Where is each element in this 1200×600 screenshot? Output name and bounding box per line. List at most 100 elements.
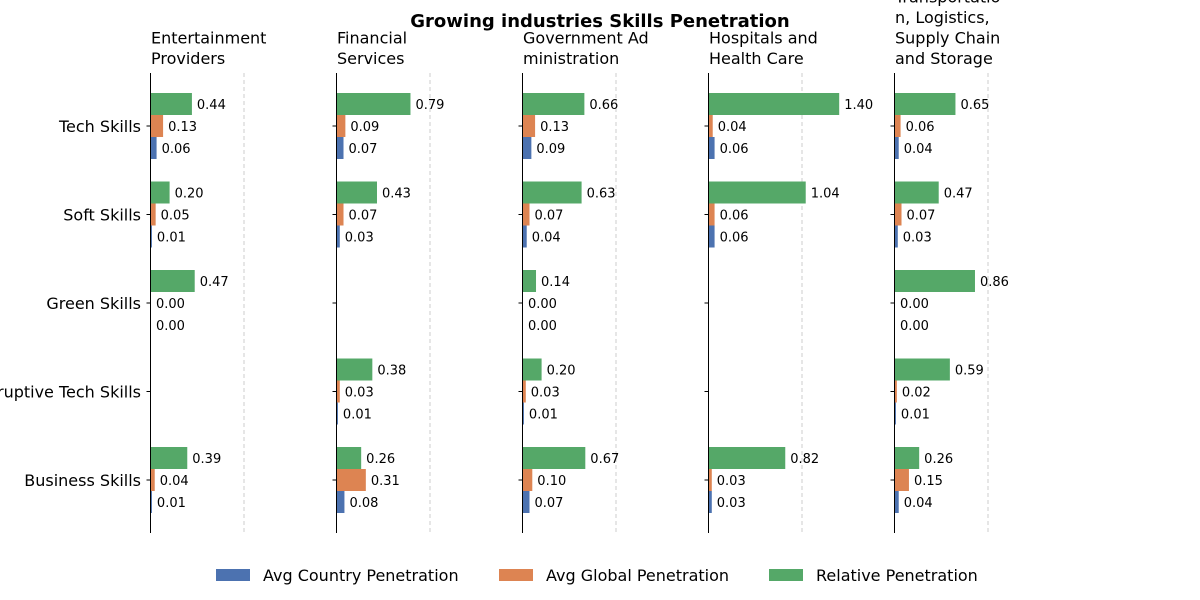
value-label: 0.08 [349, 496, 378, 511]
value-label: 0.03 [531, 386, 560, 401]
value-label: 0.44 [197, 98, 226, 113]
value-label: 0.00 [900, 297, 929, 312]
value-label: 0.05 [161, 209, 190, 224]
panel-title-line: Providers [151, 49, 225, 68]
value-label: 0.13 [168, 120, 197, 135]
bar-avg-country-penetration [337, 137, 344, 159]
panel-title-line: n, Logistics, [895, 8, 990, 27]
value-label: 0.26 [366, 452, 395, 467]
value-label: 0.04 [718, 120, 747, 135]
bar-avg-country-penetration [337, 225, 340, 248]
bar-relative-penetration [337, 181, 377, 204]
bar-avg-global-penetration [523, 203, 530, 226]
bar-relative-penetration [895, 181, 939, 204]
bar-avg-country-penetration [337, 402, 338, 425]
value-label: 0.09 [350, 120, 379, 135]
bar-avg-global-penetration [895, 380, 897, 403]
legend-swatch [769, 569, 803, 581]
category-label: Soft Skills [63, 206, 141, 225]
category-label: Green Skills [46, 294, 141, 313]
bar-avg-global-penetration [337, 469, 366, 491]
value-label: 0.07 [349, 209, 378, 224]
bar-avg-country-penetration [151, 225, 152, 248]
legend-label: Avg Country Penetration [263, 566, 459, 585]
panel-title-line: Services [337, 49, 404, 68]
value-label: 0.03 [345, 386, 374, 401]
value-label: 0.31 [371, 474, 400, 489]
panel-title-line: Supply Chain [895, 29, 1000, 48]
value-label: 0.63 [587, 187, 616, 202]
bar-avg-country-penetration [709, 491, 712, 513]
panel-title-line: Entertainment [151, 29, 266, 48]
value-label: 0.10 [537, 474, 566, 489]
bar-relative-penetration [151, 93, 192, 115]
bar-avg-global-penetration [151, 203, 156, 226]
panel-title-line: Government Ad [523, 29, 649, 48]
legend-label: Relative Penetration [816, 566, 978, 585]
value-label: 0.01 [901, 408, 930, 423]
value-label: 0.06 [162, 142, 191, 157]
value-label: 0.13 [540, 120, 569, 135]
value-label: 0.03 [903, 231, 932, 246]
panel-title-line: Financial [337, 29, 407, 48]
value-label: 0.06 [906, 120, 935, 135]
legend: Avg Country Penetration Avg Global Penetr… [216, 566, 978, 585]
value-label: 0.00 [528, 297, 557, 312]
value-label: 0.04 [904, 496, 933, 511]
bar-relative-penetration [523, 181, 582, 204]
bar-avg-global-penetration [151, 115, 164, 137]
bar-relative-penetration [151, 270, 195, 292]
bar-relative-penetration [895, 93, 956, 115]
value-label: 0.04 [532, 231, 561, 246]
value-label: 0.79 [415, 98, 444, 113]
value-label: 0.04 [160, 474, 189, 489]
value-label: 0.67 [590, 452, 619, 467]
bar-relative-penetration [895, 358, 950, 381]
bar-relative-penetration [337, 358, 373, 381]
value-label: 0.65 [960, 98, 989, 113]
bar-relative-penetration [709, 447, 786, 469]
value-label: 0.20 [547, 364, 576, 379]
bar-avg-global-penetration [337, 380, 340, 403]
bar-avg-global-penetration [709, 115, 713, 137]
value-label: 0.07 [349, 142, 378, 157]
category-label: Disruptive Tech Skills [0, 383, 141, 402]
bar-relative-penetration [523, 93, 585, 115]
bar-avg-global-penetration [151, 469, 155, 491]
category-label: Tech Skills [58, 117, 141, 136]
bar-avg-country-penetration [523, 491, 530, 513]
bar-avg-global-penetration [895, 203, 902, 226]
panel-title-line: Health Care [709, 49, 804, 68]
bar-relative-penetration [709, 181, 806, 204]
value-label: 0.00 [156, 319, 185, 334]
bar-avg-country-penetration [709, 225, 715, 248]
value-label: 0.01 [157, 496, 186, 511]
bar-avg-country-penetration [523, 225, 527, 248]
value-label: 0.06 [720, 231, 749, 246]
bar-relative-penetration [895, 447, 920, 469]
bar-relative-penetration [895, 270, 975, 292]
panel-5: Transportation, Logistics, Supply Chainan… [890, 0, 1009, 533]
value-label: 0.07 [535, 496, 564, 511]
bar-relative-penetration [151, 181, 170, 204]
value-label: 1.40 [844, 98, 873, 113]
value-label: 0.00 [528, 319, 557, 334]
bar-avg-global-penetration [523, 380, 526, 403]
bar-relative-penetration [709, 93, 840, 115]
value-label: 0.38 [377, 364, 406, 379]
bar-avg-country-penetration [337, 491, 345, 513]
chart-title: Growing industries Skills Penetration [410, 11, 789, 32]
category-label: Business Skills [24, 471, 141, 490]
bar-avg-country-penetration [709, 137, 715, 159]
bar-relative-penetration [151, 447, 188, 469]
legend-swatch [216, 569, 250, 581]
value-label: 0.01 [157, 231, 186, 246]
value-label: 0.03 [345, 231, 374, 246]
bar-avg-global-penetration [337, 203, 344, 226]
bar-avg-country-penetration [895, 402, 896, 425]
value-label: 0.47 [944, 187, 973, 202]
